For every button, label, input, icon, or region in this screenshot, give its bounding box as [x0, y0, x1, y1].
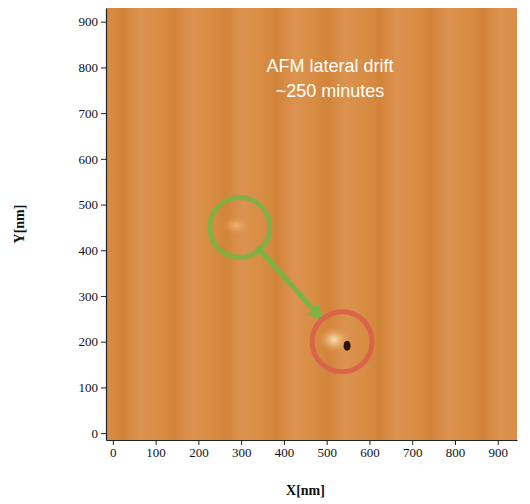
tick-mark	[101, 159, 106, 160]
axis-line	[106, 9, 107, 441]
tick: 200	[79, 334, 107, 349]
tick: 200	[189, 440, 209, 460]
tick: 100	[79, 380, 107, 395]
annotation: AFM lateral drift	[266, 56, 393, 76]
tick: 600	[360, 440, 380, 460]
tick-mark	[101, 113, 106, 114]
tick-label: 600	[360, 445, 380, 460]
tick: 900	[489, 440, 509, 460]
tick: 100	[146, 440, 166, 460]
surface-feature	[344, 341, 351, 351]
tick-label: 0	[92, 426, 99, 441]
tick: 300	[79, 289, 107, 304]
x-axis: 0 100 200 300 400 500 600 700 800 900	[107, 440, 518, 460]
tick-label: 800	[79, 60, 99, 75]
surface-feature	[318, 327, 350, 353]
tick-label: 400	[275, 445, 295, 460]
tick-label: 400	[79, 243, 99, 258]
x-axis-title: X[nm]	[286, 483, 325, 498]
tick: 300	[232, 440, 252, 460]
tick-label: 200	[189, 445, 209, 460]
tick-label: 300	[232, 445, 252, 460]
tick-mark	[101, 296, 106, 297]
tick: 700	[79, 106, 107, 121]
tick-label: 500	[317, 445, 337, 460]
tick-label: 700	[79, 106, 99, 121]
tick-label: 100	[79, 380, 99, 395]
y-axis-title: Y[nm]	[12, 205, 27, 244]
tick: 0	[92, 426, 107, 441]
tick: 800	[446, 440, 466, 460]
tick-mark	[101, 22, 106, 23]
drift-arrow	[257, 246, 318, 314]
tick-label: 300	[79, 289, 99, 304]
tick-label: 900	[79, 14, 99, 29]
tick: 800	[79, 60, 107, 75]
tick: 400	[79, 243, 107, 258]
tick-label: 0	[110, 445, 117, 460]
tick-label: 500	[79, 197, 99, 212]
chart: 0 100 200 300 400 500 600 700 800 900 0 100 200 300 40…	[0, 0, 530, 504]
tick-label: 900	[489, 445, 509, 460]
marker-circle	[312, 312, 372, 372]
annotation: ~250 minutes	[276, 81, 385, 101]
tick-label: 700	[403, 445, 423, 460]
tick-label: 800	[446, 445, 466, 460]
tick-mark	[101, 433, 106, 434]
tick-mark	[101, 387, 106, 388]
tick-mark	[101, 250, 106, 251]
tick: 400	[275, 440, 295, 460]
tick: 900	[79, 14, 107, 29]
tick: 700	[403, 440, 423, 460]
surface-feature	[222, 216, 250, 234]
tick-mark	[101, 342, 106, 343]
tick-mark	[101, 205, 106, 206]
plot-area	[106, 8, 517, 440]
y-axis: 0 100 200 300 400 500 600 700 800 900	[79, 9, 107, 441]
tick: 0	[110, 440, 117, 460]
tick: 500	[79, 197, 107, 212]
afm-image	[106, 8, 517, 440]
tick: 600	[79, 152, 107, 167]
tick-label: 200	[79, 334, 99, 349]
marker-circle	[210, 197, 270, 257]
tick-mark	[101, 67, 106, 68]
tick: 500	[317, 440, 337, 460]
tick-label: 100	[146, 445, 166, 460]
tick-label: 600	[79, 152, 99, 167]
